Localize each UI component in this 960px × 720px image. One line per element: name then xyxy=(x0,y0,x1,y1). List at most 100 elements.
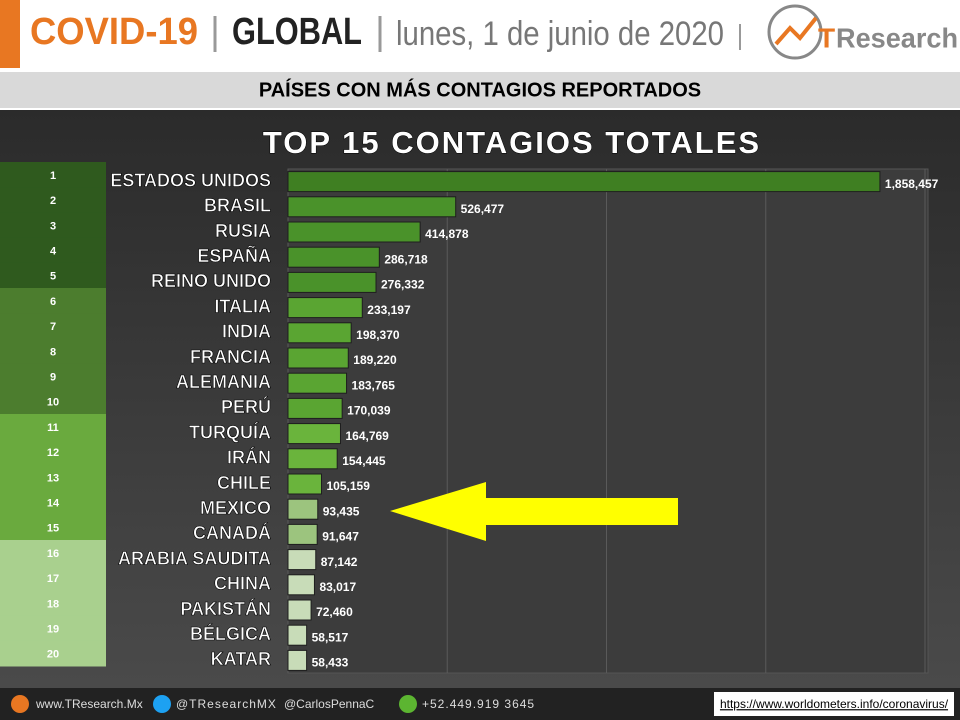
bar xyxy=(287,397,343,419)
rank-label: 5 xyxy=(50,271,56,283)
rank-cell xyxy=(0,363,106,390)
bar xyxy=(287,221,421,243)
category-label: ARABIA SAUDITA xyxy=(118,548,271,568)
category-label: ITALIA xyxy=(214,296,271,316)
plot-area xyxy=(287,168,929,674)
footer-twitter: @TResearchMX xyxy=(176,697,277,711)
rank-cell xyxy=(0,288,106,314)
rank-label: 20 xyxy=(47,649,59,661)
value-label: 286,718 xyxy=(384,252,428,266)
bar xyxy=(287,599,312,621)
category-label: CANADÁ xyxy=(193,522,271,543)
category-label: BRASIL xyxy=(204,196,271,216)
value-label: 189,220 xyxy=(353,353,397,367)
category-label: REINO UNIDO xyxy=(151,271,271,291)
rank-label: 11 xyxy=(47,422,59,434)
bar xyxy=(287,171,881,193)
rank-cell xyxy=(0,212,106,239)
header-date: lunes, 1 de junio de 2020 xyxy=(396,15,724,53)
logo-prefix: T xyxy=(818,22,835,53)
rank-cell xyxy=(0,540,106,566)
header-topic: COVID-19 xyxy=(30,11,198,53)
bar xyxy=(287,246,380,268)
bar xyxy=(287,347,349,369)
value-label: 414,878 xyxy=(425,227,469,241)
category-label: PAKISTÁN xyxy=(180,598,271,619)
rank-cell xyxy=(0,338,106,365)
rank-label: 8 xyxy=(50,346,56,358)
bar xyxy=(287,549,317,571)
value-label: 526,477 xyxy=(461,202,505,216)
value-label: 154,445 xyxy=(342,454,386,468)
category-label: MEXICO xyxy=(200,498,271,518)
value-label: 170,039 xyxy=(347,404,391,418)
rank-label: 19 xyxy=(47,624,59,636)
rank-label: 1 xyxy=(50,170,56,182)
category-label: CHILE xyxy=(217,473,271,493)
rank-cell xyxy=(0,313,106,339)
source-bg xyxy=(714,692,954,716)
rank-cell xyxy=(0,414,106,440)
footer-twitter2: @CarlosPennaC xyxy=(284,697,375,711)
value-label: 91,647 xyxy=(322,530,359,544)
web-icon xyxy=(11,695,29,713)
value-label: 1,858,457 xyxy=(885,177,939,191)
bar xyxy=(287,523,318,545)
category-label: CHINA xyxy=(214,574,271,594)
rank-label: 15 xyxy=(47,523,59,535)
rank-label: 13 xyxy=(47,472,59,484)
category-label: ESPAÑA xyxy=(197,245,271,266)
bar xyxy=(287,423,341,445)
value-label: 87,142 xyxy=(321,555,358,569)
value-label: 198,370 xyxy=(356,328,400,342)
rank-label: 6 xyxy=(50,296,56,308)
category-label: KATAR xyxy=(211,649,271,669)
twitter-icon xyxy=(153,695,171,713)
bar xyxy=(287,624,308,646)
rank-cell xyxy=(0,464,106,491)
value-label: 276,332 xyxy=(381,278,425,292)
logo-ring xyxy=(767,4,823,60)
bar xyxy=(287,372,348,394)
bar xyxy=(287,322,352,344)
category-label: ALEMANIA xyxy=(176,372,271,392)
rank-cell xyxy=(0,565,106,591)
value-label: 58,517 xyxy=(312,630,349,644)
category-label: PERÚ xyxy=(221,396,271,417)
highlight-arrow xyxy=(390,482,678,541)
rank-label: 3 xyxy=(50,220,56,232)
category-label: TURQUÍA xyxy=(189,421,271,442)
bar xyxy=(287,473,322,495)
phone-icon xyxy=(399,695,417,713)
value-label: 183,765 xyxy=(352,378,396,392)
rank-label: 7 xyxy=(50,321,56,333)
rank-label: 2 xyxy=(50,195,56,207)
value-label: 233,197 xyxy=(367,303,411,317)
logo-suffix: Research xyxy=(836,22,958,53)
header-scope: GLOBAL xyxy=(232,11,362,53)
rank-label: 14 xyxy=(47,498,60,510)
rank-label: 17 xyxy=(47,573,59,585)
value-label: 72,460 xyxy=(316,605,353,619)
footer-web: www.TResearch.Mx xyxy=(35,697,143,711)
bar xyxy=(287,574,315,596)
bar xyxy=(287,271,377,293)
chart-title: TOP 15 CONTAGIOS TOTALES xyxy=(263,125,761,160)
category-label: ESTADOS UNIDOS xyxy=(110,170,271,190)
rank-cell xyxy=(0,162,106,188)
rank-cell xyxy=(0,489,106,516)
rank-cell xyxy=(0,262,106,289)
banner-bg xyxy=(0,72,960,108)
footer-phone: +52.449.919 3645 xyxy=(422,697,535,711)
category-label: FRANCIA xyxy=(190,347,271,367)
bar xyxy=(287,448,338,470)
logo-arrow xyxy=(774,16,818,46)
value-label: 83,017 xyxy=(319,580,356,594)
rank-cell xyxy=(0,237,106,264)
footer-source[interactable]: https://www.worldometers.info/coronaviru… xyxy=(720,697,949,711)
value-label: 58,433 xyxy=(312,656,349,670)
bar xyxy=(287,196,457,218)
rank-label: 9 xyxy=(50,372,56,384)
rank-label: 10 xyxy=(47,397,59,409)
value-label: 105,159 xyxy=(326,479,370,493)
